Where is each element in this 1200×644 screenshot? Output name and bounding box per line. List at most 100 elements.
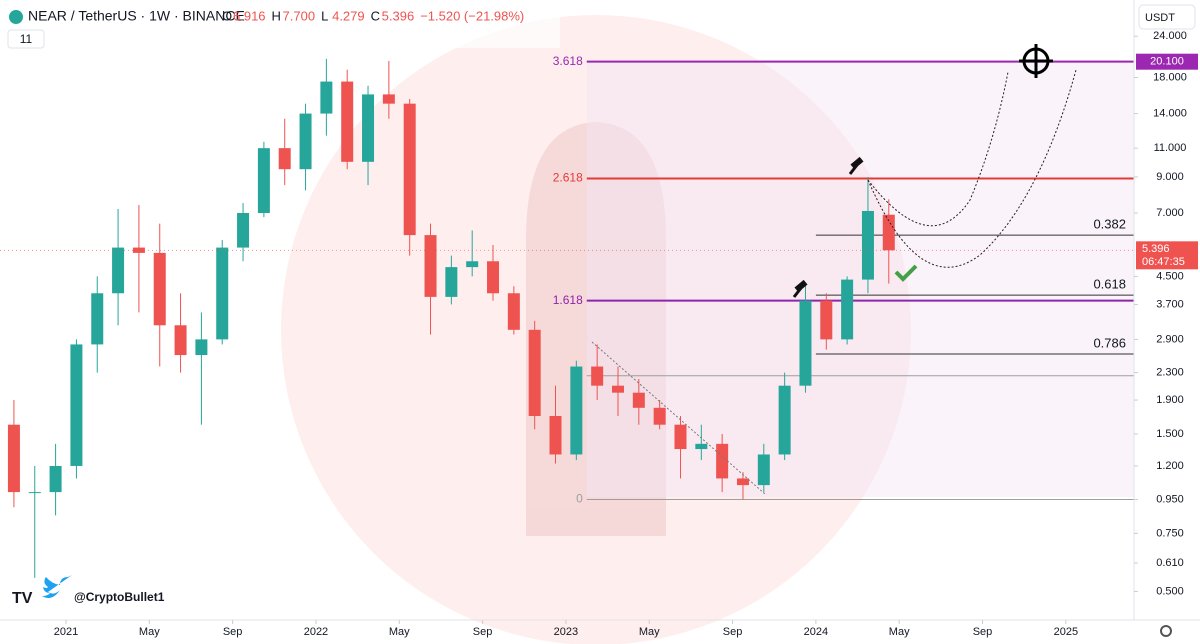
candle-body	[757, 454, 770, 486]
candle-body	[736, 478, 749, 486]
header-bg	[0, 4, 560, 48]
ohlc-key: H	[272, 8, 281, 23]
currency-button[interactable]	[1138, 4, 1196, 30]
candle-body	[861, 210, 874, 280]
hammer-icon	[792, 279, 808, 298]
candle-body	[611, 385, 624, 393]
y-tick-label: 1.500	[1156, 428, 1184, 440]
candle-body	[70, 344, 83, 466]
x-tick-label: 2024	[804, 626, 828, 638]
candle-body	[362, 94, 375, 162]
y-tick-label: 7.000	[1156, 207, 1184, 219]
y-tick-label: 1.900	[1156, 394, 1184, 406]
x-tick-label: May	[889, 626, 910, 638]
candle-body	[778, 385, 791, 455]
hammer-icon	[848, 156, 864, 175]
x-tick-label: Sep	[473, 626, 493, 638]
fib-extension-label: 3.618	[553, 54, 583, 68]
candle-body	[195, 339, 208, 356]
y-tick-label: 3.700	[1156, 298, 1184, 310]
tv-logo: TV	[12, 590, 33, 607]
author: @CryptoBullet1	[74, 590, 165, 604]
twitter-icon	[42, 575, 72, 598]
y-tick-label: 2.900	[1156, 333, 1184, 345]
ohlc-key: C	[371, 8, 380, 23]
price-badge	[1136, 53, 1198, 70]
ohlc-key: O	[222, 8, 232, 23]
x-tick-label: Sep	[723, 626, 743, 638]
candle-body	[653, 407, 666, 425]
candle-body	[341, 81, 354, 162]
candle-body	[549, 415, 562, 455]
indicator-toggle[interactable]	[7, 29, 45, 49]
candle-body	[882, 214, 895, 251]
countdown: 06:47:35	[1142, 256, 1185, 268]
fib-retracement-label: 0.618	[1093, 277, 1126, 292]
last-price-label: 5.396	[1142, 243, 1170, 255]
indicator-count[interactable]: 11	[20, 32, 33, 46]
candle-body	[320, 81, 333, 114]
y-tick-label: 14.000	[1153, 107, 1187, 119]
y-tick-label: 1.200	[1156, 460, 1184, 472]
fib-zone	[587, 60, 1134, 497]
fib-extension-label: 2.618	[553, 171, 583, 185]
candle-body	[299, 113, 312, 170]
y-tick-label: 2.300	[1156, 367, 1184, 379]
y-tick-label: 18.000	[1153, 71, 1187, 83]
y-tick-label: 11.000	[1154, 142, 1187, 154]
candle-body	[820, 300, 833, 340]
candle-body	[382, 94, 395, 104]
currency[interactable]: USDT	[1145, 12, 1175, 24]
symbol-logo	[9, 10, 23, 24]
candle-body	[132, 247, 145, 253]
candle-body	[112, 247, 125, 294]
check-icon	[894, 264, 918, 282]
candle-body	[49, 465, 62, 493]
candle-body	[257, 148, 270, 213]
ohlc-value: 5.396	[382, 8, 415, 23]
candle-body	[632, 392, 645, 408]
candle-body	[28, 492, 41, 494]
candle-body	[591, 366, 604, 386]
candle-body	[695, 443, 708, 450]
candle-body	[487, 261, 500, 294]
candle-body	[445, 267, 458, 297]
x-tick-label: 2022	[304, 626, 328, 638]
x-tick-label: May	[139, 626, 160, 638]
x-tick-label: May	[639, 626, 660, 638]
y-tick-label: 0.950	[1156, 493, 1184, 505]
y-tick-label: 0.610	[1156, 557, 1184, 569]
ohlc-key: L	[321, 8, 328, 23]
candle-body	[424, 235, 437, 297]
candle-body	[841, 279, 854, 340]
settings-icon[interactable]	[1160, 625, 1172, 637]
fib-extension-label: 1.618	[553, 293, 583, 307]
fib-retracement-label: 0.786	[1093, 335, 1126, 350]
candle-body	[7, 424, 20, 493]
x-tick-label: Sep	[973, 626, 993, 638]
candle-body	[528, 329, 541, 416]
target-icon	[1019, 44, 1053, 78]
candle-body	[278, 148, 291, 170]
candle-body	[507, 293, 520, 330]
last-price-badge	[1136, 241, 1198, 270]
candle-body	[237, 212, 250, 248]
candle-body	[403, 103, 416, 236]
ohlc-value: 7.700	[283, 8, 316, 23]
candle-body	[216, 247, 229, 340]
candle-body	[466, 261, 479, 268]
change: −1.520 (−21.98%)	[420, 8, 524, 23]
candle-body	[174, 325, 187, 356]
x-tick-label: 2025	[1054, 626, 1078, 638]
projection-paths	[591, 69, 1077, 495]
price-badge-label: 20.100	[1150, 56, 1184, 68]
fib-extension-label: 0	[576, 492, 583, 506]
candle-body	[570, 366, 583, 455]
candle-body	[91, 293, 104, 345]
y-tick-label: 4.500	[1156, 270, 1184, 282]
ohlc-value: 6.916	[233, 8, 266, 23]
y-tick-label: 24.000	[1153, 30, 1187, 42]
x-tick-label: Sep	[223, 626, 243, 638]
fib-retracement-label: 0.382	[1093, 217, 1126, 232]
